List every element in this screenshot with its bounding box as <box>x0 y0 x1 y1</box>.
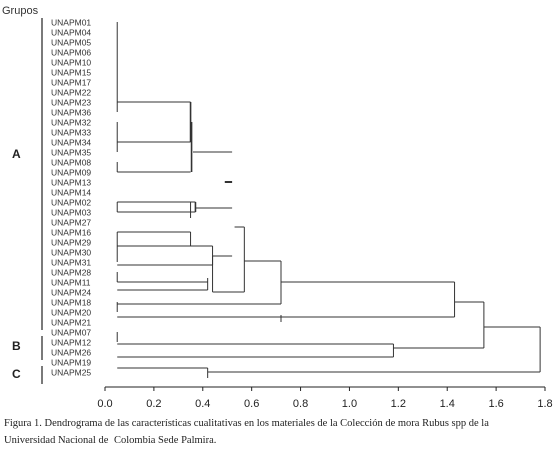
leaf-label-unapm31: UNAPM31 <box>51 258 91 268</box>
leaf-label-unapm12: UNAPM12 <box>51 338 91 348</box>
leaf-label-unapm30: UNAPM30 <box>51 248 91 258</box>
group-label-c: C <box>12 367 21 381</box>
leaf-label-unapm20: UNAPM20 <box>51 308 91 318</box>
leaf-label-unapm35: UNAPM35 <box>51 148 91 158</box>
x-axis: 0.0 0.2 0.4 0.6 0.8 1.0 1.2 1.4 1.6 1.8 <box>97 386 553 410</box>
leaf-label-unapm22: UNAPM22 <box>51 88 91 98</box>
dendrogram-links <box>116 22 541 378</box>
leaf-label-unapm33: UNAPM33 <box>51 128 91 138</box>
leaf-label-unapm18: UNAPM18 <box>51 298 91 308</box>
leaf-label-unapm23: UNAPM23 <box>51 98 91 108</box>
leaf-label-unapm17: UNAPM17 <box>51 78 91 88</box>
figure-caption-line-1: Figura 1. Dendrograma de las característ… <box>4 418 489 429</box>
leaf-label-unapm29: UNAPM29 <box>51 238 91 248</box>
x-tick-label-3: 0.6 <box>244 398 259 410</box>
leaf-label-unapm06: UNAPM06 <box>51 48 91 58</box>
x-tick-label-8: 1.6 <box>488 398 503 410</box>
leaf-label-unapm14: UNAPM14 <box>51 188 91 198</box>
groups-header: Grupos <box>2 5 39 17</box>
leaf-label-unapm25: UNAPM25 <box>51 368 91 378</box>
leaf-label-unapm04: UNAPM04 <box>51 28 91 38</box>
leaf-label-unapm24: UNAPM24 <box>51 288 91 298</box>
leaf-label-unapm01: UNAPM01 <box>51 18 91 28</box>
x-tick-label-9: 1.8 <box>537 398 552 410</box>
leaf-label-unapm16: UNAPM16 <box>51 228 91 238</box>
leaf-label-unapm03: UNAPM03 <box>51 208 91 218</box>
leaf-label-unapm11: UNAPM11 <box>51 278 91 288</box>
leaf-label-unapm13: UNAPM13 <box>51 178 91 188</box>
leaf-label-unapm32: UNAPM32 <box>51 118 91 128</box>
x-tick-label-1: 0.2 <box>146 398 161 410</box>
leaf-label-unapm10: UNAPM10 <box>51 58 91 68</box>
leaf-label-unapm15: UNAPM15 <box>51 68 91 78</box>
x-tick-label-4: 0.8 <box>293 398 308 410</box>
group-labels: A B C <box>12 147 21 381</box>
leaf-label-unapm36: UNAPM36 <box>51 108 91 118</box>
leaf-label-unapm26: UNAPM26 <box>51 348 91 358</box>
x-tick-label-5: 1.0 <box>342 398 357 410</box>
x-tick-label-0: 0.0 <box>97 398 112 410</box>
leaf-label-unapm02: UNAPM02 <box>51 198 91 208</box>
figure-caption-line-2b: Colombia Sede Palmira. <box>114 435 217 446</box>
x-tick-label-6: 1.2 <box>391 398 406 410</box>
x-tick-label-2: 0.4 <box>195 398 210 410</box>
leaf-label-unapm05: UNAPM05 <box>51 38 91 48</box>
leaf-label-unapm19: UNAPM19 <box>51 358 91 368</box>
group-label-a: A <box>12 147 21 161</box>
leaf-label-unapm28: UNAPM28 <box>51 268 91 278</box>
figure-caption-line-2a: Universidad Nacional de <box>4 435 109 446</box>
leaf-label-unapm08: UNAPM08 <box>51 158 91 168</box>
leaf-label-unapm21: UNAPM21 <box>51 318 91 328</box>
x-tick-label-7: 1.4 <box>440 398 455 410</box>
leaf-labels: UNAPM01UNAPM04UNAPM05UNAPM06UNAPM10UNAPM… <box>51 18 91 378</box>
leaf-label-unapm09: UNAPM09 <box>51 168 91 178</box>
leaf-label-unapm34: UNAPM34 <box>51 138 91 148</box>
group-label-b: B <box>12 339 21 353</box>
leaf-label-unapm07: UNAPM07 <box>51 328 91 338</box>
leaf-label-unapm27: UNAPM27 <box>51 218 91 228</box>
